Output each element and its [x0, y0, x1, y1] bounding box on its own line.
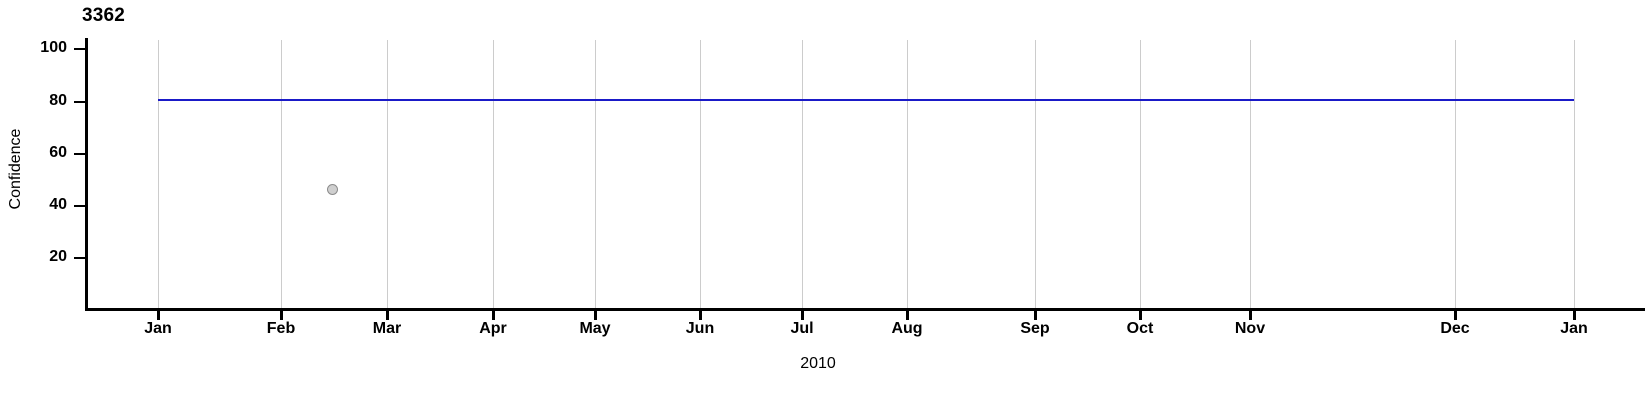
x-axis-tick-label: Oct	[1126, 320, 1154, 337]
data-point[interactable]	[326, 183, 338, 195]
x-axis-tick-label: Dec	[1440, 320, 1470, 337]
x-axis-tick	[386, 311, 389, 320]
x-axis-tick-label: Feb	[266, 320, 296, 337]
gridline-vertical	[1574, 40, 1575, 308]
y-axis-tick	[74, 257, 85, 259]
gridline-vertical	[158, 40, 159, 308]
y-axis-tick-label: 20	[49, 248, 67, 265]
gridline-vertical	[907, 40, 908, 308]
x-axis-tick	[1454, 311, 1457, 320]
gridline-vertical	[387, 40, 388, 308]
x-axis-tick	[594, 311, 597, 320]
gridline-vertical	[1455, 40, 1456, 308]
x-axis-tick	[157, 311, 160, 320]
gridline-vertical	[1035, 40, 1036, 308]
gridline-vertical	[493, 40, 494, 308]
x-axis-tick	[699, 311, 702, 320]
y-axis-tick	[74, 153, 85, 155]
gridline-vertical	[1140, 40, 1141, 308]
y-axis-line	[85, 38, 88, 311]
plot-area	[85, 40, 1645, 310]
y-axis-tick	[74, 101, 85, 103]
x-axis-tick-label: Apr	[479, 320, 507, 337]
x-axis-title: 2010	[0, 355, 1650, 373]
x-axis-tick	[1573, 311, 1576, 320]
x-axis-tick-label: Jul	[790, 320, 814, 337]
x-axis-tick	[906, 311, 909, 320]
x-axis-tick	[1139, 311, 1142, 320]
x-axis-tick-label: Jan	[1560, 320, 1588, 337]
y-axis-tick-label: 40	[49, 196, 67, 213]
x-axis-tick	[492, 311, 495, 320]
gridline-vertical	[281, 40, 282, 308]
gridline-vertical	[595, 40, 596, 308]
y-axis-tick-label: 80	[49, 92, 67, 109]
x-axis-tick	[1249, 311, 1252, 320]
gridline-vertical	[1250, 40, 1251, 308]
y-axis-tick	[74, 48, 85, 50]
x-axis-line	[85, 308, 1645, 311]
gridline-vertical	[802, 40, 803, 308]
chart-title: 3362	[82, 5, 126, 26]
x-axis-tick-label: Jan	[144, 320, 172, 337]
x-axis-tick	[280, 311, 283, 320]
x-axis-tick-label: Jun	[685, 320, 715, 337]
x-axis-tick-label: Aug	[891, 320, 923, 337]
x-axis-tick-label: May	[579, 320, 611, 337]
gridline-vertical	[700, 40, 701, 308]
x-axis-tick-label: Nov	[1234, 320, 1266, 337]
y-axis-tick-label: 100	[40, 39, 67, 56]
threshold-line	[158, 99, 1574, 102]
x-axis-tick	[1034, 311, 1037, 320]
x-axis-title-label: 2010	[800, 355, 836, 372]
x-axis-tick-label: Mar	[372, 320, 402, 337]
y-axis-tick	[74, 205, 85, 207]
y-axis-tick-label: 60	[49, 144, 67, 161]
x-axis-tick-label: Sep	[1020, 320, 1050, 337]
x-axis-tick	[801, 311, 804, 320]
